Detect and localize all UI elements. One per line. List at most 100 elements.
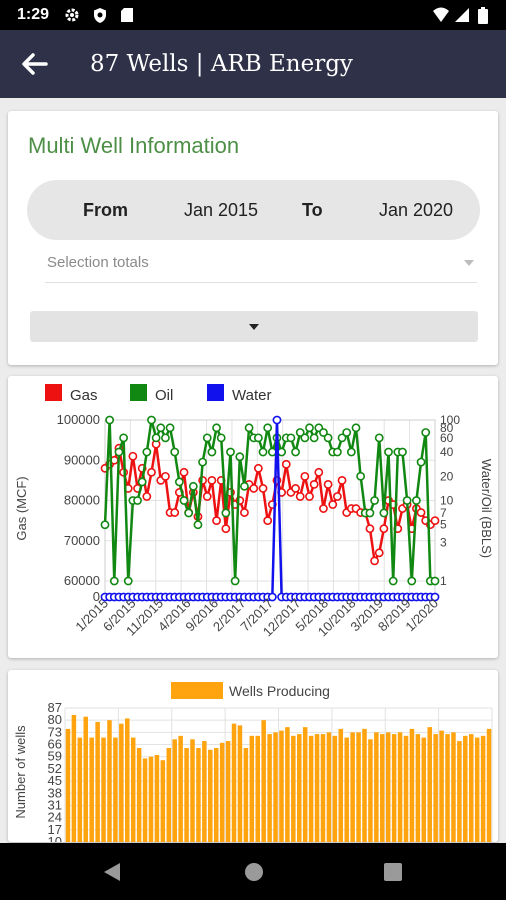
data-point-gas bbox=[258, 484, 268, 493]
bar bbox=[136, 748, 142, 842]
y-tick-label: 66 bbox=[48, 737, 62, 752]
bar bbox=[95, 721, 100, 842]
bar bbox=[285, 727, 290, 842]
bar bbox=[172, 739, 177, 842]
well-dropdown-button[interactable] bbox=[30, 311, 478, 342]
data-point-gas bbox=[170, 508, 180, 517]
data-point-oil bbox=[263, 423, 273, 433]
bar bbox=[101, 737, 106, 842]
legend-swatch bbox=[207, 384, 224, 401]
y-tick-label: 52 bbox=[48, 761, 62, 776]
data-point-gas bbox=[374, 548, 384, 558]
data-point-gas bbox=[370, 556, 379, 566]
data-point-oil bbox=[226, 447, 235, 457]
bar bbox=[474, 737, 480, 842]
data-point-gas bbox=[281, 459, 291, 469]
data-point-oil bbox=[356, 471, 366, 481]
bar bbox=[160, 760, 166, 842]
bar bbox=[362, 728, 367, 842]
bar bbox=[225, 741, 231, 842]
data-point-oil bbox=[114, 447, 124, 457]
data-point-oil bbox=[291, 447, 300, 457]
bar bbox=[196, 748, 201, 842]
settings-icon bbox=[65, 8, 79, 22]
data-point-oil bbox=[351, 423, 361, 433]
bar bbox=[356, 732, 361, 842]
data-point-oil bbox=[416, 457, 426, 467]
y2-tick-label: 60 bbox=[440, 431, 454, 445]
chart-bars bbox=[65, 714, 492, 842]
chart-legend: Gas Oil Water bbox=[45, 384, 271, 404]
data-point-gas bbox=[337, 475, 347, 485]
select-underline bbox=[45, 282, 477, 283]
data-point-oil bbox=[133, 496, 142, 505]
bar bbox=[445, 734, 450, 842]
data-point-gas bbox=[221, 524, 231, 534]
data-point-gas bbox=[416, 508, 426, 517]
bar bbox=[273, 732, 278, 842]
to-date[interactable]: Jan 2020 bbox=[379, 200, 454, 220]
data-point-gas bbox=[179, 467, 189, 477]
data-point-gas bbox=[319, 504, 328, 513]
bar bbox=[148, 756, 154, 842]
signal-icon bbox=[455, 8, 469, 22]
bar bbox=[486, 728, 492, 842]
data-point-oil bbox=[202, 433, 212, 443]
bar bbox=[302, 727, 308, 842]
data-point-gas bbox=[323, 480, 333, 489]
bar bbox=[130, 737, 136, 842]
y-tick-label: 90000 bbox=[64, 452, 100, 467]
data-point-oil bbox=[300, 433, 310, 443]
bar bbox=[344, 737, 349, 842]
y-tick-label: 17 bbox=[48, 822, 62, 837]
nav-recents-icon[interactable] bbox=[384, 863, 402, 881]
nav-home-icon[interactable] bbox=[244, 862, 264, 882]
data-point-oil bbox=[184, 508, 194, 518]
bar bbox=[415, 734, 421, 842]
data-point-gas bbox=[305, 492, 314, 501]
bar bbox=[219, 742, 225, 842]
data-point-oil bbox=[342, 428, 352, 437]
bar bbox=[297, 734, 302, 842]
y2-tick-label: 7 bbox=[440, 506, 447, 520]
data-point-oil bbox=[412, 496, 421, 505]
date-range-selector[interactable]: From Jan 2015 To Jan 2020 bbox=[27, 180, 480, 240]
selection-totals-select[interactable]: Selection totals bbox=[47, 254, 149, 271]
bar bbox=[374, 732, 379, 842]
data-point-oil bbox=[398, 447, 407, 457]
data-point-oil bbox=[346, 447, 356, 457]
nav-back-icon[interactable] bbox=[103, 862, 121, 882]
y2-tick-label: 40 bbox=[440, 445, 454, 459]
from-date[interactable]: Jan 2015 bbox=[184, 200, 259, 220]
data-point-water bbox=[430, 592, 440, 602]
y-tick-label: 10 bbox=[48, 834, 62, 842]
bar bbox=[451, 732, 456, 842]
bar bbox=[119, 723, 124, 842]
bar bbox=[208, 749, 213, 842]
bar bbox=[255, 735, 260, 842]
legend-label: Oil bbox=[155, 387, 173, 404]
select-arrow-icon[interactable] bbox=[464, 260, 474, 266]
bar bbox=[279, 730, 284, 842]
y-axis-title: Number of wells bbox=[13, 725, 28, 819]
data-point-oil bbox=[365, 508, 375, 518]
data-point-oil bbox=[295, 428, 305, 437]
bar bbox=[71, 714, 77, 842]
bar bbox=[433, 734, 438, 842]
battery-icon bbox=[478, 7, 488, 24]
data-point-gas bbox=[379, 524, 389, 534]
data-point-water bbox=[272, 415, 282, 425]
wells-producing-card: 10 17 24 31 38 45 52 59 66 73 80 87 Number of wells … bbox=[8, 670, 498, 842]
shield-icon bbox=[94, 8, 106, 23]
data-point-gas bbox=[253, 463, 263, 473]
bar bbox=[213, 748, 219, 842]
data-point-oil bbox=[137, 477, 147, 487]
data-point-oil bbox=[216, 433, 226, 443]
wifi-icon bbox=[433, 7, 449, 22]
data-point-oil bbox=[319, 428, 328, 437]
bar bbox=[326, 732, 332, 842]
data-point-oil bbox=[374, 433, 384, 443]
back-arrow-icon[interactable] bbox=[18, 50, 50, 78]
y-tick-label: 60000 bbox=[64, 573, 100, 588]
